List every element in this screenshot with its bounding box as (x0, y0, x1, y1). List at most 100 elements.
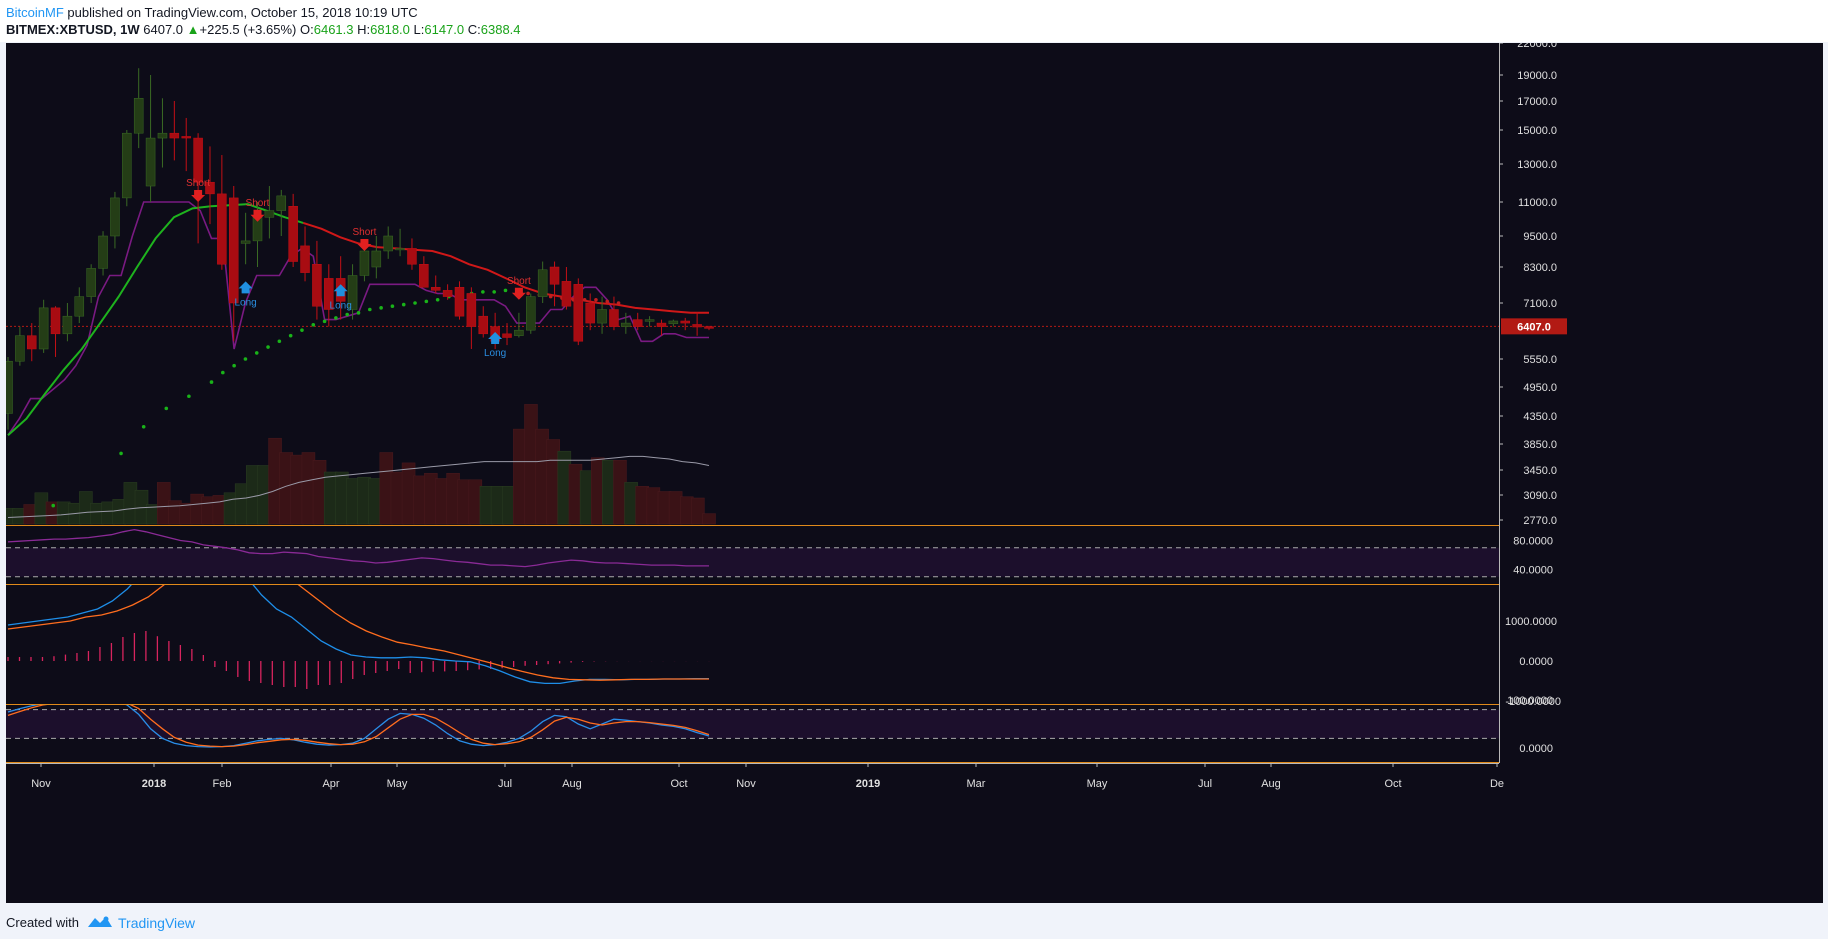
time-axis-label: Apr (322, 778, 339, 790)
close-value: 6388.4 (480, 22, 521, 37)
ema-line-green (7, 203, 304, 436)
candle-body (324, 278, 334, 310)
volume-bar (691, 497, 705, 525)
short-signal-arrow-icon (250, 209, 265, 222)
footer: Created with TradingView (0, 906, 1828, 939)
psar-dot (481, 290, 485, 294)
candle-body (157, 132, 168, 139)
stoch-band (6, 709, 1499, 739)
candle-body (383, 235, 393, 252)
candle-body (442, 290, 453, 297)
time-axis-label: Feb (213, 778, 232, 790)
price-axis-label: 22000.0 (1517, 43, 1557, 50)
long-signal-arrow-icon (333, 284, 348, 297)
low-label: L: (413, 22, 425, 37)
psar-dot (582, 297, 587, 302)
candle-body (50, 307, 61, 335)
psar-dot (187, 394, 191, 399)
last-price-tag-label: 6407.0 (1517, 321, 1551, 333)
candle-body (407, 248, 417, 265)
price-axis-label: 3450.0 (1523, 465, 1557, 477)
candle-body (502, 333, 512, 338)
candle-body (478, 315, 489, 335)
created-with-text: Created with (6, 915, 79, 930)
candle-body (27, 335, 37, 350)
symbol-legend: BITMEX:XBTUSD, 1W 6407.0 ▲+225.5 (+3.65%… (6, 22, 521, 37)
psar-dot (401, 302, 406, 307)
short-signal-arrow-icon (191, 190, 206, 202)
candle-body (62, 315, 73, 335)
price-axis-label: 4950.0 (1523, 382, 1557, 394)
macd-axis-label: -1000.0000 (1505, 696, 1561, 708)
time-axis-label: May (387, 778, 408, 790)
candle-body (145, 137, 156, 187)
psar-dot (548, 294, 553, 299)
price-axis-label: 2770.0 (1523, 515, 1557, 527)
candle-body (609, 309, 619, 327)
overlay-group (6, 68, 714, 508)
psar-dot (277, 339, 282, 344)
time-axis-label: De (1490, 778, 1504, 790)
candle-body (419, 264, 429, 288)
change-up-icon: ▲ (186, 22, 200, 37)
rsi-axis-label: 40.0000 (1513, 565, 1553, 577)
candle-body (692, 324, 702, 328)
candle-body (288, 206, 298, 262)
candle-body (656, 322, 667, 327)
stoch-axis-label: 100.0000 (1507, 695, 1553, 707)
tradingview-brand-link[interactable]: TradingView (118, 915, 196, 931)
short-signal-arrow-icon (357, 238, 372, 251)
candle-body (621, 322, 631, 327)
time-axis-label: Oct (670, 778, 687, 790)
psar-dot (51, 503, 56, 508)
price-axis-label: 3850.0 (1523, 439, 1557, 451)
price-axis-label: 17000.0 (1517, 96, 1557, 108)
psar-dot (594, 297, 598, 302)
time-axis-label: 2018 (142, 778, 166, 790)
stoch-axis-label: 0.0000 (1519, 743, 1553, 755)
candle-body (169, 132, 180, 139)
candle-body (454, 287, 465, 317)
open-label: O: (300, 22, 314, 37)
candle-body (217, 193, 227, 265)
ema-line-red (302, 221, 709, 314)
symbol-name[interactable]: BITMEX:XBTUSD, 1W (6, 22, 140, 37)
price-axis-label: 5550.0 (1523, 354, 1557, 366)
price-change: +225.5 (+3.65%) (199, 22, 297, 37)
price-axis-label: 15000.0 (1517, 125, 1557, 137)
psar-dot (288, 333, 293, 338)
candle-body (122, 132, 132, 199)
psar-dot (322, 319, 327, 324)
low-value: 6147.0 (424, 22, 465, 37)
long-signal-arrow-icon (238, 281, 253, 294)
macd-signal-line (7, 585, 709, 681)
time-axis-label: Jul (1198, 778, 1212, 790)
candle-body (312, 264, 322, 307)
volume-group (6, 404, 716, 525)
author-link[interactable]: BitcoinMF (6, 5, 64, 20)
price-axis-label: 4350.0 (1523, 411, 1557, 423)
time-axis-label: Jul (498, 778, 512, 790)
psar-dot (503, 288, 508, 293)
candle-body (526, 296, 536, 331)
chart-canvas[interactable]: 22000.0 19000.0 17000.0 15000.0 13000.0 11000… (6, 38, 1823, 903)
chart-area[interactable]: 22000.0 19000.0 17000.0 15000.0 13000.0 11000… (6, 38, 1823, 903)
tradingview-logo-icon[interactable] (87, 914, 113, 930)
publication-line: BitcoinMF published on TradingView.com, … (6, 5, 418, 20)
open-value: 6461.3 (313, 22, 354, 37)
price-axis-label: 7100.0 (1523, 298, 1557, 310)
short-signal-label: Short (246, 198, 270, 209)
candle-body (205, 181, 215, 195)
stoch-k-line (7, 705, 710, 748)
candle-body (430, 287, 441, 291)
psar-dot (254, 351, 259, 355)
psar-dot (119, 451, 123, 456)
psar-dot (243, 357, 248, 361)
candle-body (537, 269, 548, 297)
candle-body (15, 335, 25, 362)
short-signal-label: Short (186, 178, 210, 189)
psar-dot (424, 299, 429, 304)
price-axis-label: 13000.0 (1517, 159, 1557, 171)
candle-body (395, 248, 405, 251)
long-signal-label: Long (235, 297, 257, 308)
